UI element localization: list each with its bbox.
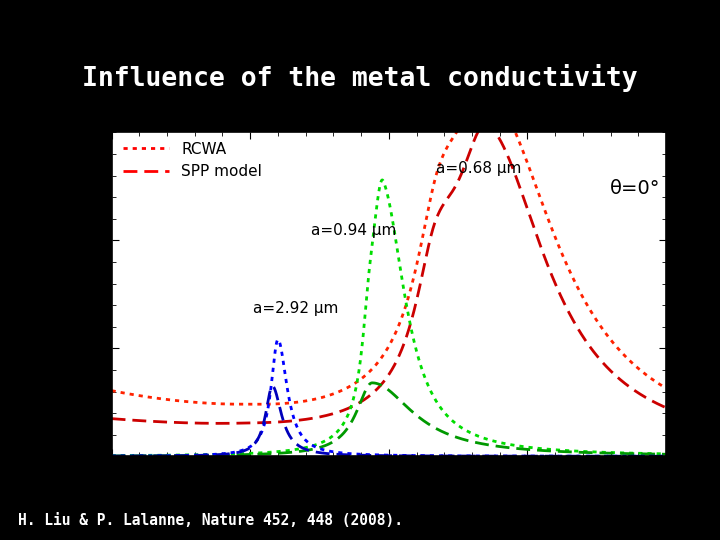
Text: θ=0°: θ=0° — [610, 179, 660, 198]
Text: H. Liu & P. Lalanne, Nature 452, 448 (2008).: H. Liu & P. Lalanne, Nature 452, 448 (20… — [18, 513, 403, 528]
Text: a=2.92 µm: a=2.92 µm — [253, 301, 338, 316]
Text: Influence of the metal conductivity: Influence of the metal conductivity — [82, 64, 638, 92]
Y-axis label: Transmittance: Transmittance — [57, 230, 75, 359]
Text: a=0.94 µm: a=0.94 µm — [311, 223, 397, 238]
Legend: RCWA, SPP model: RCWA, SPP model — [117, 136, 269, 185]
Text: a=0.68 µm: a=0.68 µm — [436, 161, 521, 177]
Text: λ/a: λ/a — [657, 487, 687, 505]
